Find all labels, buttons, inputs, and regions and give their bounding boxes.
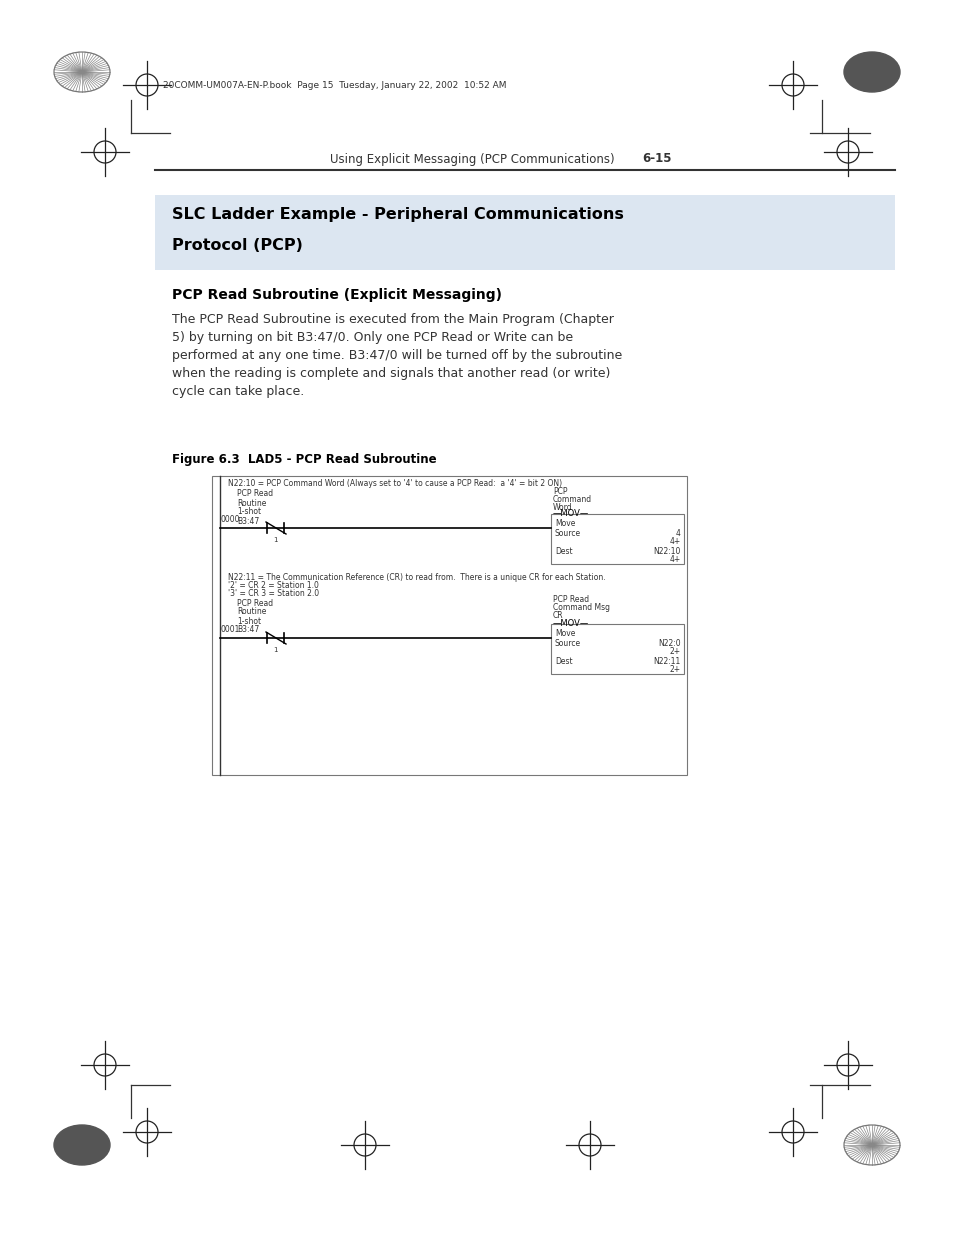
Text: N22:0: N22:0 [658, 638, 680, 647]
Text: N22:10 = PCP Command Word (Always set to '4' to cause a PCP Read:  a '4' = bit 2: N22:10 = PCP Command Word (Always set to… [228, 479, 561, 489]
Text: when the reading is complete and signals that another read (or write): when the reading is complete and signals… [172, 368, 610, 380]
Text: 4+: 4+ [669, 536, 680, 546]
Text: 4: 4 [676, 529, 680, 537]
Text: 0000: 0000 [221, 515, 240, 524]
Text: Dest: Dest [555, 657, 572, 666]
Text: PCP Read: PCP Read [236, 489, 273, 499]
Text: PCP Read: PCP Read [236, 599, 273, 608]
Text: CR: CR [553, 611, 563, 620]
Ellipse shape [843, 52, 899, 91]
Text: 1-shot: 1-shot [236, 508, 261, 516]
Text: B3:47: B3:47 [236, 625, 259, 635]
Text: Protocol (PCP): Protocol (PCP) [172, 237, 302, 252]
Text: SLC Ladder Example - Peripheral Communications: SLC Ladder Example - Peripheral Communic… [172, 207, 623, 222]
Text: 2+: 2+ [669, 646, 680, 656]
Text: Routine: Routine [236, 499, 266, 508]
Text: Source: Source [555, 529, 580, 537]
Text: 20COMM-UM007A-EN-P.book  Page 15  Tuesday, January 22, 2002  10:52 AM: 20COMM-UM007A-EN-P.book Page 15 Tuesday,… [163, 80, 506, 89]
Text: 5) by turning on bit B3:47/0. Only one PCP Read or Write can be: 5) by turning on bit B3:47/0. Only one P… [172, 331, 573, 345]
Text: 1: 1 [273, 537, 277, 543]
Text: Move: Move [555, 629, 575, 637]
Text: 0001: 0001 [221, 625, 240, 634]
Text: Word: Word [553, 503, 572, 511]
Text: N22:11 = The Communication Reference (CR) to read from.  There is a unique CR fo: N22:11 = The Communication Reference (CR… [228, 573, 605, 582]
Text: Dest: Dest [555, 547, 572, 556]
Bar [154, 195, 894, 270]
Text: Source: Source [555, 638, 580, 647]
Text: Command Msg: Command Msg [553, 604, 609, 613]
Ellipse shape [54, 1125, 110, 1165]
Text: Using Explicit Messaging (PCP Communications): Using Explicit Messaging (PCP Communicat… [330, 152, 615, 165]
Text: —MOV—: —MOV— [553, 510, 589, 519]
Text: cycle can take place.: cycle can take place. [172, 385, 304, 399]
Text: 6-15: 6-15 [641, 152, 671, 165]
Text: B3:47: B3:47 [236, 516, 259, 526]
Text: '3' = CR 3 = Station 2.0: '3' = CR 3 = Station 2.0 [228, 589, 319, 599]
Text: 1-shot: 1-shot [236, 616, 261, 625]
Bar [212, 475, 686, 776]
Text: Routine: Routine [236, 608, 266, 616]
Text: The PCP Read Subroutine is executed from the Main Program (Chapter: The PCP Read Subroutine is executed from… [172, 314, 613, 326]
Text: PCP Read: PCP Read [553, 595, 589, 604]
Bar [551, 624, 683, 674]
Text: 4+: 4+ [669, 555, 680, 563]
Text: N22:11: N22:11 [653, 657, 680, 666]
Text: Command: Command [553, 494, 592, 504]
Text: Figure 6.3  LAD5 - PCP Read Subroutine: Figure 6.3 LAD5 - PCP Read Subroutine [172, 453, 436, 467]
Text: '2' = CR 2 = Station 1.0: '2' = CR 2 = Station 1.0 [228, 582, 318, 590]
Bar [551, 514, 683, 564]
Text: PCP: PCP [553, 487, 567, 495]
Text: Move: Move [555, 519, 575, 527]
Text: performed at any one time. B3:47/0 will be turned off by the subroutine: performed at any one time. B3:47/0 will … [172, 350, 621, 363]
Text: 2+: 2+ [669, 664, 680, 673]
Text: N22:10: N22:10 [653, 547, 680, 556]
Text: PCP Read Subroutine (Explicit Messaging): PCP Read Subroutine (Explicit Messaging) [172, 288, 501, 303]
Text: 1: 1 [273, 647, 277, 653]
Text: —MOV—: —MOV— [553, 620, 589, 629]
